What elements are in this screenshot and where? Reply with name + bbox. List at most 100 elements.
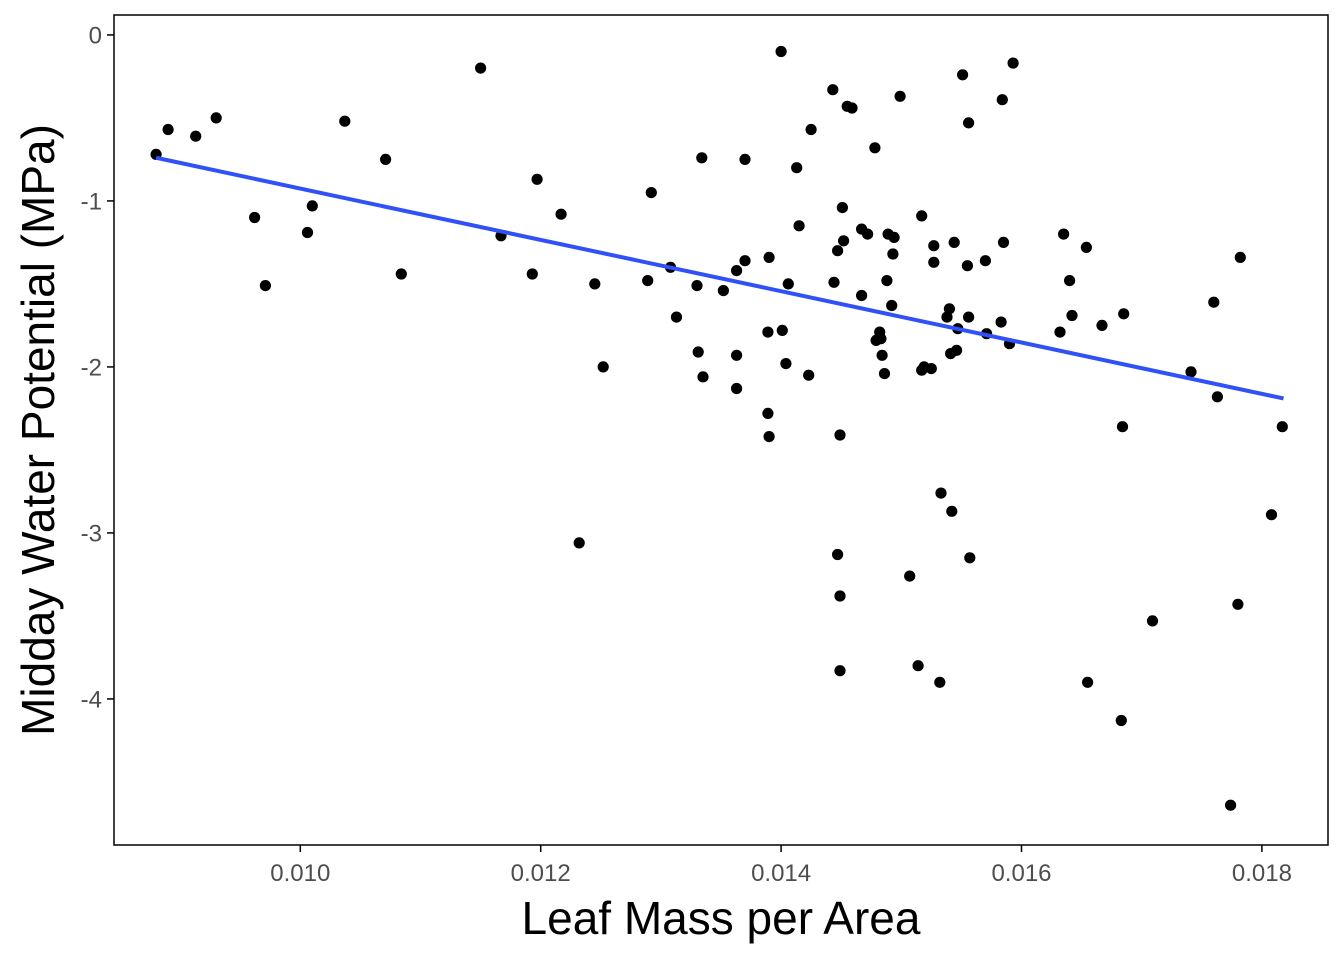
data-point [979, 255, 992, 267]
data-point [846, 102, 858, 114]
data-point [963, 117, 975, 129]
data-point [1208, 296, 1220, 308]
data-point [834, 429, 846, 441]
x-tick-label: 0.012 [511, 860, 571, 887]
x-tick-label: 0.010 [270, 860, 330, 887]
points-layer [150, 45, 1288, 811]
data-point [1116, 421, 1129, 433]
data-point [1225, 799, 1237, 811]
x-tick-label: 0.018 [1232, 860, 1292, 887]
x-axis-title: Leaf Mass per Area [522, 892, 921, 944]
data-point [791, 162, 803, 174]
data-point [762, 407, 774, 419]
data-point [875, 333, 887, 345]
data-point [1082, 676, 1094, 688]
data-point [775, 45, 787, 58]
data-point [739, 153, 751, 165]
data-point [935, 487, 947, 499]
data-point [301, 226, 314, 239]
data-point [1007, 57, 1019, 69]
data-point [1115, 714, 1127, 727]
y-tick-label: 0 [89, 22, 102, 49]
regression-line [155, 155, 1284, 401]
data-point [259, 280, 271, 292]
x-tick-label: 0.014 [751, 860, 811, 887]
data-point [597, 361, 609, 373]
data-point [925, 363, 937, 375]
data-point [249, 211, 261, 224]
data-point [827, 84, 839, 96]
data-point [762, 326, 774, 338]
data-point [573, 537, 585, 549]
data-point [946, 505, 958, 517]
x-tick-label: 0.016 [991, 860, 1051, 887]
data-point [1064, 275, 1076, 287]
data-point [887, 248, 899, 260]
data-point [904, 570, 916, 582]
data-point [1096, 319, 1108, 331]
data-point [805, 123, 817, 136]
data-point [834, 665, 846, 677]
data-point [836, 202, 849, 214]
data-point [731, 265, 743, 277]
data-point [803, 369, 815, 381]
data-point [670, 311, 683, 323]
data-point [1265, 509, 1278, 521]
data-point [1234, 251, 1246, 263]
data-point [869, 142, 881, 154]
data-point [928, 240, 940, 252]
y-axis-title: Midday Water Potential (MPa) [12, 124, 64, 736]
data-point [645, 187, 657, 199]
data-point [832, 548, 844, 561]
data-point [834, 590, 846, 602]
y-tick-label: -4 [81, 686, 102, 713]
data-point [780, 358, 792, 370]
data-point [642, 275, 654, 287]
data-point [739, 255, 751, 267]
data-point [1276, 421, 1288, 433]
data-point [696, 152, 708, 164]
data-point [1146, 615, 1159, 627]
data-point [961, 260, 974, 272]
data-point [697, 371, 709, 383]
data-point [731, 349, 743, 361]
data-point [894, 90, 906, 102]
data-point [731, 382, 743, 395]
data-point [691, 280, 703, 292]
data-point [190, 130, 202, 142]
data-point [912, 660, 924, 672]
data-point [856, 289, 868, 302]
data-point [951, 344, 963, 356]
panel-border [113, 14, 1329, 846]
data-point [1118, 308, 1130, 320]
data-point [380, 153, 392, 165]
data-point [1185, 366, 1197, 378]
data-point [943, 303, 956, 315]
axis-ticks: 0.010 0.012 0.014 0.016 0.018 0 -1 -2 -3 -4 [81, 22, 1292, 887]
data-point [832, 245, 844, 257]
data-point [210, 112, 222, 124]
data-point [928, 256, 940, 268]
fit-layer [155, 155, 1284, 401]
data-point [475, 62, 487, 74]
data-point [1058, 228, 1070, 240]
data-point [526, 268, 538, 280]
data-point [995, 316, 1007, 328]
data-point [886, 299, 898, 312]
data-point [876, 349, 888, 361]
data-point [531, 173, 543, 185]
y-tick-label: -2 [81, 354, 102, 381]
data-point [692, 346, 704, 358]
data-point [1080, 241, 1092, 253]
y-tick-label: -3 [81, 520, 102, 547]
data-point [555, 208, 567, 220]
data-point [881, 275, 893, 287]
data-point [1211, 391, 1223, 403]
data-point [838, 235, 850, 247]
data-point [862, 228, 874, 240]
data-point [339, 115, 351, 127]
data-point [948, 236, 960, 248]
data-point [395, 268, 407, 280]
data-point [793, 220, 805, 232]
y-tick-label: -1 [81, 188, 102, 215]
